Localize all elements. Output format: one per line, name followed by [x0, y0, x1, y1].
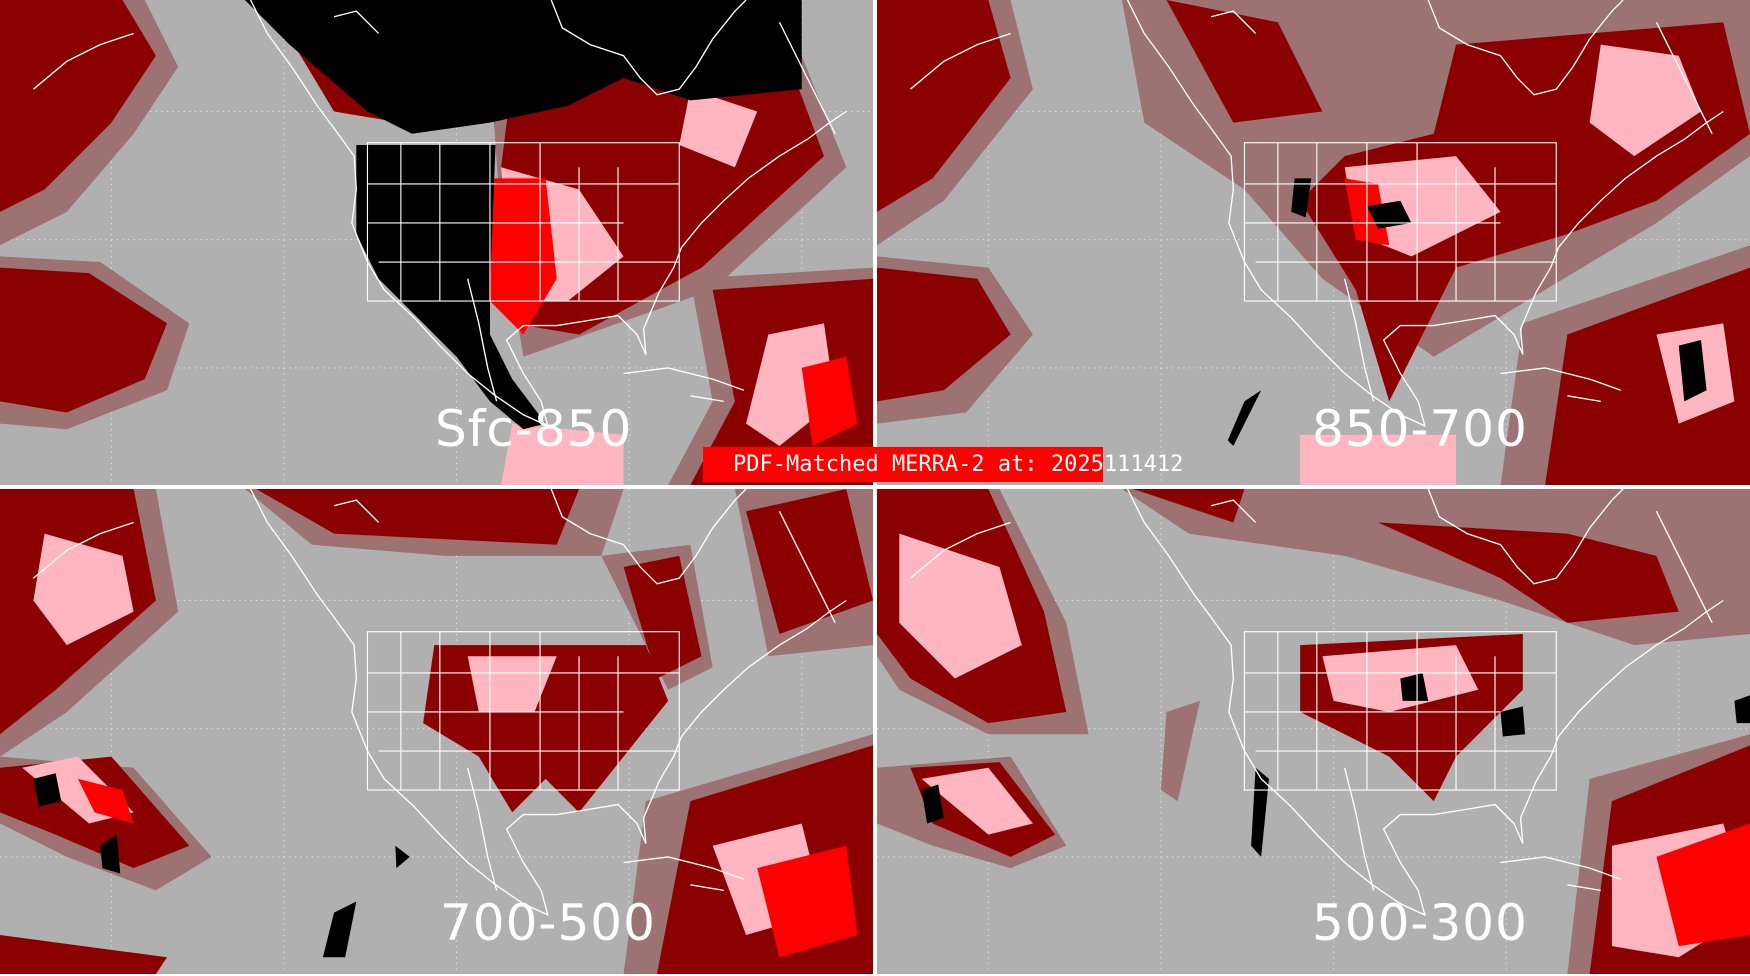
map-sfc-850 [0, 0, 873, 485]
panel-label: 500-300 [1312, 894, 1528, 952]
pink-region [899, 533, 1750, 958]
panel-850-700: 850-700 [877, 0, 1750, 485]
map-700-500 [0, 489, 873, 974]
pink-region [22, 533, 825, 935]
panel-700-500: 700-500 [0, 489, 873, 974]
dark-red-region [0, 489, 873, 974]
black-region [244, 0, 802, 430]
panel-label: 850-700 [1312, 400, 1528, 458]
pink-region [1300, 44, 1735, 485]
panel-label: Sfc-850 [435, 400, 633, 458]
panel-sfc-850: Sfc-850 [0, 0, 873, 485]
title-banner: PDF-Matched MERRA-2 at: 2025111412 [703, 447, 1183, 482]
map-850-700 [877, 0, 1750, 485]
dark-red-region [0, 0, 873, 485]
panel-500-300: 500-300 [877, 489, 1750, 974]
muted-region [877, 489, 1750, 974]
figure-title: PDF-Matched MERRA-2 at: 2025111412 [733, 452, 1184, 477]
dark-red-region [877, 0, 1750, 485]
pink-region [501, 89, 836, 485]
title-background [703, 447, 1103, 482]
red-region [77, 778, 858, 958]
panel-label: 700-500 [440, 894, 656, 952]
red-region [489, 178, 858, 446]
red-region [1656, 823, 1750, 947]
black-region [33, 773, 410, 958]
map-500-300 [877, 489, 1750, 974]
